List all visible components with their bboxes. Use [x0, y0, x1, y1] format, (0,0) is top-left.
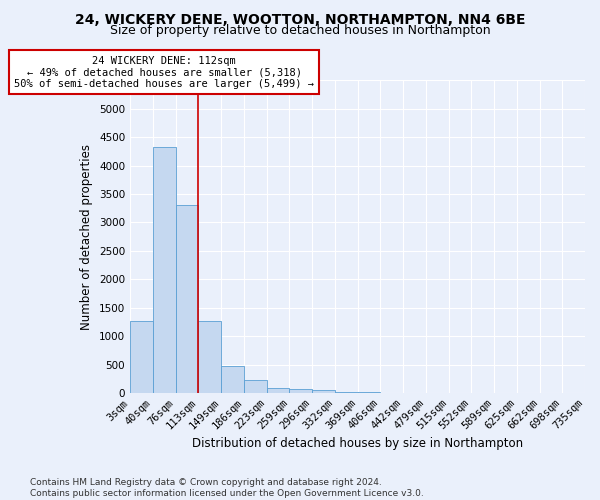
Bar — [312, 390, 335, 393]
Bar — [358, 392, 380, 393]
Text: Contains HM Land Registry data © Crown copyright and database right 2024.
Contai: Contains HM Land Registry data © Crown c… — [30, 478, 424, 498]
Bar — [176, 206, 199, 393]
Y-axis label: Number of detached properties: Number of detached properties — [80, 144, 94, 330]
Bar — [289, 389, 312, 393]
Bar — [335, 392, 358, 393]
Bar — [130, 321, 153, 393]
Text: 24, WICKERY DENE, WOOTTON, NORTHAMPTON, NN4 6BE: 24, WICKERY DENE, WOOTTON, NORTHAMPTON, … — [75, 12, 525, 26]
Bar — [153, 146, 176, 393]
Text: 24 WICKERY DENE: 112sqm
← 49% of detached houses are smaller (5,318)
50% of semi: 24 WICKERY DENE: 112sqm ← 49% of detache… — [14, 56, 314, 88]
Bar — [266, 388, 289, 393]
Bar — [244, 380, 266, 393]
X-axis label: Distribution of detached houses by size in Northampton: Distribution of detached houses by size … — [192, 437, 523, 450]
Bar — [199, 321, 221, 393]
Text: Size of property relative to detached houses in Northampton: Size of property relative to detached ho… — [110, 24, 490, 37]
Bar — [221, 366, 244, 393]
